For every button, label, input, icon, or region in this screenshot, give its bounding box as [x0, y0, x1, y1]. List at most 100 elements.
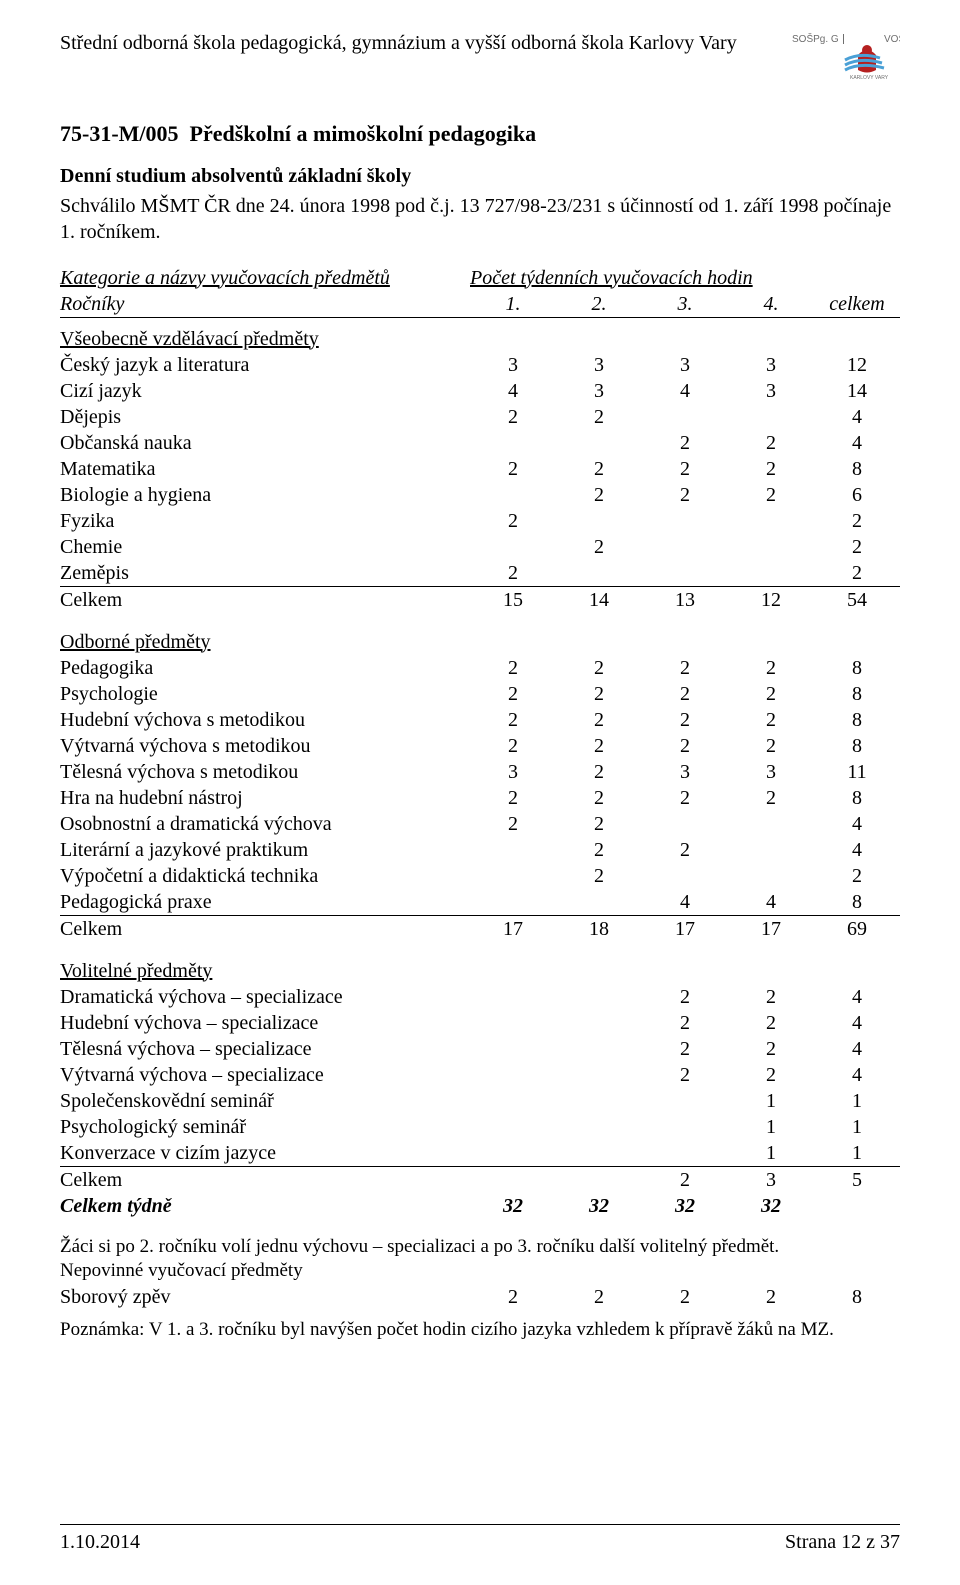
cell: 4 [814, 811, 900, 837]
cell: 12 [814, 352, 900, 378]
subject-table: Český jazyk a literatura333312Cizí jazyk… [60, 352, 900, 613]
cell: 2 [556, 785, 642, 811]
cell [556, 508, 642, 534]
cell: 2 [814, 508, 900, 534]
cell: 2 [728, 1010, 814, 1036]
cell: 2 [728, 733, 814, 759]
table-row: Osobnostní a dramatická výchova224 [60, 811, 900, 837]
cell: 2 [470, 707, 556, 733]
cell: 2 [556, 811, 642, 837]
note-2: Nepovinné vyučovací předměty [60, 1259, 900, 1284]
cell: 2 [728, 1062, 814, 1088]
cell: 2 [470, 681, 556, 707]
table-subhead: Kategorie a názvy vyučovacích předmětů P… [60, 265, 900, 291]
col-1: 1. [470, 291, 556, 317]
cell: 2 [642, 1284, 728, 1310]
cell: 2 [556, 681, 642, 707]
table-row: Psychologický seminář11 [60, 1114, 900, 1140]
cell: 3 [728, 378, 814, 404]
table-row: Literární a jazykové praktikum224 [60, 837, 900, 863]
table-row: Pedagogická praxe448 [60, 889, 900, 916]
subject-label: Hudební výchova s metodikou [60, 707, 470, 733]
cell: 8 [814, 655, 900, 681]
page: Střední odborná škola pedagogická, gymná… [0, 0, 960, 1585]
logo-text-top: SOŠPg. G [792, 32, 839, 45]
subject-table: Pedagogika22228Psychologie22228Hudební v… [60, 655, 900, 942]
cell: 2 [728, 482, 814, 508]
cell [642, 863, 728, 889]
subject-label: Matematika [60, 456, 470, 482]
cell [470, 534, 556, 560]
logo-text-side: VOŠ [884, 32, 900, 45]
cell: 2 [556, 733, 642, 759]
cell: 2 [470, 733, 556, 759]
cell [470, 1088, 556, 1114]
cell: 4 [814, 1036, 900, 1062]
cell: 1 [814, 1140, 900, 1167]
subject-label: Pedagogická praxe [60, 889, 470, 916]
cell: 14 [556, 586, 642, 613]
cell: 2 [642, 984, 728, 1010]
cell: 2 [728, 681, 814, 707]
table-row: Chemie22 [60, 534, 900, 560]
cell: 2 [642, 837, 728, 863]
cell: 4 [642, 889, 728, 916]
cell: 11 [814, 759, 900, 785]
col-2: 2. [556, 291, 642, 317]
cell [556, 1166, 642, 1193]
cell [470, 1166, 556, 1193]
cell: 1 [728, 1140, 814, 1167]
cell [728, 534, 814, 560]
cell: 4 [642, 378, 728, 404]
table-row: Biologie a hygiena2226 [60, 482, 900, 508]
table-row: Pedagogika22228 [60, 655, 900, 681]
cell: 32 [470, 1193, 556, 1219]
cell: 3 [470, 352, 556, 378]
note-1: Žáci si po 2. ročníku volí jednu výchovu… [60, 1235, 900, 1260]
cell: 54 [814, 586, 900, 613]
cell [642, 534, 728, 560]
cell: 4 [814, 1062, 900, 1088]
cell: 2 [642, 482, 728, 508]
subject-label: Dějepis [60, 404, 470, 430]
cell: 8 [814, 733, 900, 759]
subject-label: Psychologický seminář [60, 1114, 470, 1140]
table-row: Hra na hudební nástroj22228 [60, 785, 900, 811]
cell: 4 [814, 984, 900, 1010]
cell: 2 [642, 707, 728, 733]
cell: 2 [728, 1284, 814, 1310]
table-row: Fyzika22 [60, 508, 900, 534]
cell [642, 1088, 728, 1114]
cell: 12 [728, 586, 814, 613]
cell: 2 [556, 863, 642, 889]
cell [642, 560, 728, 587]
table-row: Společenskovědní seminář11 [60, 1088, 900, 1114]
cell: 32 [728, 1193, 814, 1219]
subhead-left: Kategorie a názvy vyučovacích předmětů [60, 265, 470, 291]
cell: 17 [470, 915, 556, 942]
subject-label: Fyzika [60, 508, 470, 534]
subject-label: Dramatická výchova – specializace [60, 984, 470, 1010]
cell: 32 [642, 1193, 728, 1219]
cell: 2 [642, 1062, 728, 1088]
cell: 2 [642, 1036, 728, 1062]
cell: 2 [728, 655, 814, 681]
table-row: Český jazyk a literatura333312 [60, 352, 900, 378]
cell: 8 [814, 785, 900, 811]
cell [728, 560, 814, 587]
cell: 2 [556, 404, 642, 430]
subject-label: Osobnostní a dramatická výchova [60, 811, 470, 837]
cell: 2 [728, 456, 814, 482]
table-row: Konverzace v cizím jazyce11 [60, 1140, 900, 1167]
subject-label: Biologie a hygiena [60, 482, 470, 508]
cell [470, 889, 556, 916]
logo-text-sub: KARLOVY VARY [850, 75, 889, 80]
cell: 2 [642, 681, 728, 707]
subject-label: Výpočetní a didaktická technika [60, 863, 470, 889]
table-row: Tělesná výchova s metodikou323311 [60, 759, 900, 785]
cell [728, 404, 814, 430]
subject-label: Cizí jazyk [60, 378, 470, 404]
table-row: Výtvarná výchova – specializace224 [60, 1062, 900, 1088]
cell: 1 [728, 1088, 814, 1114]
cell: 3 [642, 352, 728, 378]
